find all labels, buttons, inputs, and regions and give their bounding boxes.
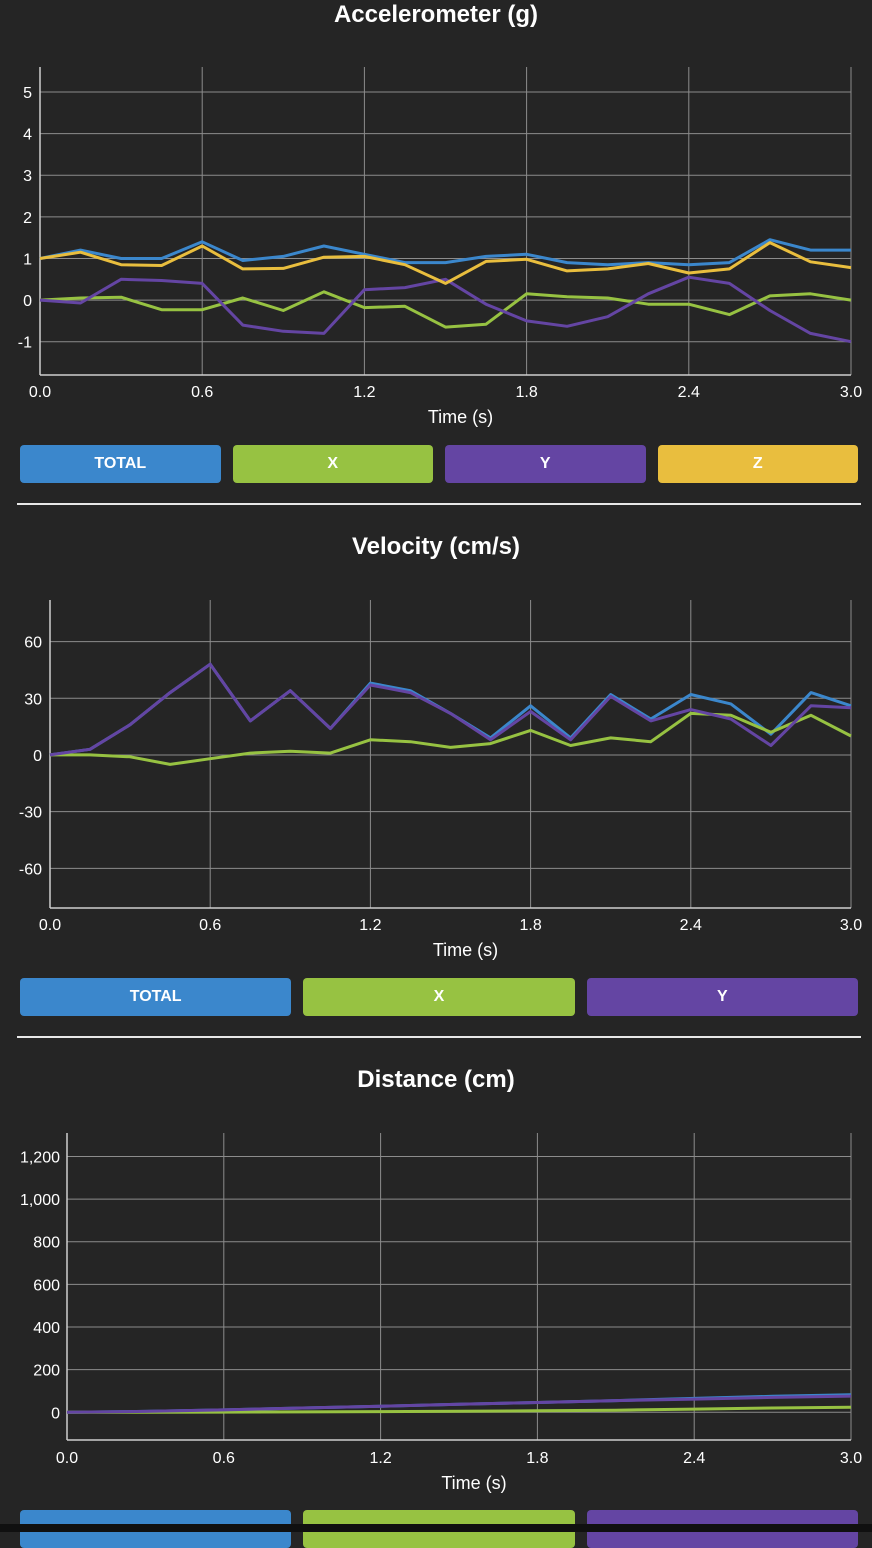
chart2-ytick-label: 1,200 <box>20 1149 60 1166</box>
chart2-ytick-label: 600 <box>33 1277 60 1294</box>
accelerometer-chart: 5 4 3 2 1 0 -1 0.0 0.6 1.2 1.8 2.4 3.0 Time (s) <box>18 67 862 427</box>
divider-2 <box>17 1036 861 1038</box>
chart2-ytick-label: 400 <box>33 1320 60 1337</box>
bottom-strip <box>0 1524 872 1532</box>
chart1-series-y-line <box>49 662 852 757</box>
chart1-xtick-label: 3.0 <box>840 917 862 934</box>
accel-z-button[interactable]: Z <box>657 445 858 483</box>
chart2-ytick-label: 0 <box>51 1405 60 1422</box>
velocity-x-button[interactable]: X <box>303 978 575 1016</box>
chart2-xtick-label: 0.6 <box>213 1450 235 1467</box>
chart1-series-total-line <box>49 662 852 757</box>
velocity-title: Velocity (cm/s) <box>351 533 521 560</box>
chart1-xtick-label: 0.0 <box>39 917 61 934</box>
chart0-series-y-line <box>39 275 852 344</box>
chart0-xtick-label: 0.6 <box>191 384 213 401</box>
chart1-xtick-label: 1.8 <box>519 917 541 934</box>
chart1-xtick-label: 2.4 <box>680 917 702 934</box>
chart0-series-z-line <box>39 241 852 285</box>
velocity-series-buttons: TOTAL X Y <box>20 978 858 1016</box>
velocity-chart: 60 30 0 -30 -60 0.0 0.6 1.2 1.8 2.4 3.0 Time (s) <box>19 600 862 960</box>
chart0-ytick-label: 1 <box>23 251 32 268</box>
chart2-series-y-line <box>66 1394 852 1414</box>
accel-x-button[interactable]: X <box>232 445 433 483</box>
chart0-x-axis-label: Time (s) <box>428 407 493 427</box>
distance-title: Distance (cm) <box>357 1066 515 1093</box>
accelerometer-title: Accelerometer (g) <box>333 1 539 28</box>
velocity-total-button[interactable]: TOTAL <box>20 978 292 1016</box>
chart0-xtick-label: 1.8 <box>515 384 537 401</box>
chart0-series-x-line <box>39 290 852 329</box>
velocity-y-button[interactable]: Y <box>586 978 858 1016</box>
chart2-xtick-label: 1.2 <box>369 1450 391 1467</box>
chart1-series-x-line <box>50 711 852 766</box>
chart0-ytick-label: 5 <box>23 85 32 102</box>
accel-y-button[interactable]: Y <box>445 445 646 483</box>
chart2-ytick-label: 200 <box>33 1363 60 1380</box>
chart2-ytick-label: 800 <box>33 1235 60 1252</box>
chart1-ytick-label: 60 <box>24 635 42 652</box>
chart0-xtick-label: 1.2 <box>353 384 375 401</box>
chart0-ytick-label: -1 <box>18 335 32 352</box>
chart2-xtick-label: 3.0 <box>840 1450 862 1467</box>
chart1-xtick-label: 0.6 <box>199 917 221 934</box>
accelerometer-series-buttons: TOTAL X Y Z <box>20 445 858 483</box>
chart2-xtick-label: 0.0 <box>56 1450 78 1467</box>
chart2-x-axis-label: Time (s) <box>441 1473 506 1493</box>
divider-1 <box>17 503 861 505</box>
chart1-ytick-label: 0 <box>33 748 42 765</box>
chart1-ytick-label: -60 <box>19 861 42 878</box>
chart0-xtick-label: 2.4 <box>678 384 700 401</box>
chart0-xtick-label: 3.0 <box>840 384 862 401</box>
chart0-ytick-label: 2 <box>23 210 32 227</box>
chart0-xtick-label: 0.0 <box>29 384 51 401</box>
chart2-xtick-label: 1.8 <box>526 1450 548 1467</box>
chart0-series-total-line <box>39 238 851 267</box>
chart2-ytick-label: 1,000 <box>20 1192 60 1209</box>
chart2-series-x-line <box>67 1405 852 1414</box>
chart2-xtick-label: 2.4 <box>683 1450 705 1467</box>
accel-total-button[interactable]: TOTAL <box>20 445 221 483</box>
chart0-ytick-label: 0 <box>23 293 32 310</box>
accelerometer-section: Accelerometer (g) 5 4 3 2 1 0 -1 0.0 0.6 1.2 1.8 2.… <box>0 0 872 500</box>
chart1-ytick-label: -30 <box>19 805 42 822</box>
chart0-ytick-label: 4 <box>23 127 32 144</box>
chart1-xtick-label: 1.2 <box>359 917 381 934</box>
chart1-ytick-label: 30 <box>24 691 42 708</box>
chart0-ytick-label: 3 <box>23 168 32 185</box>
distance-chart: 1,200 1,000 800 600 400 200 0 0.0 0.6 1.2 1.8 2.4 3.… <box>20 1133 862 1493</box>
chart1-x-axis-label: Time (s) <box>433 940 498 960</box>
